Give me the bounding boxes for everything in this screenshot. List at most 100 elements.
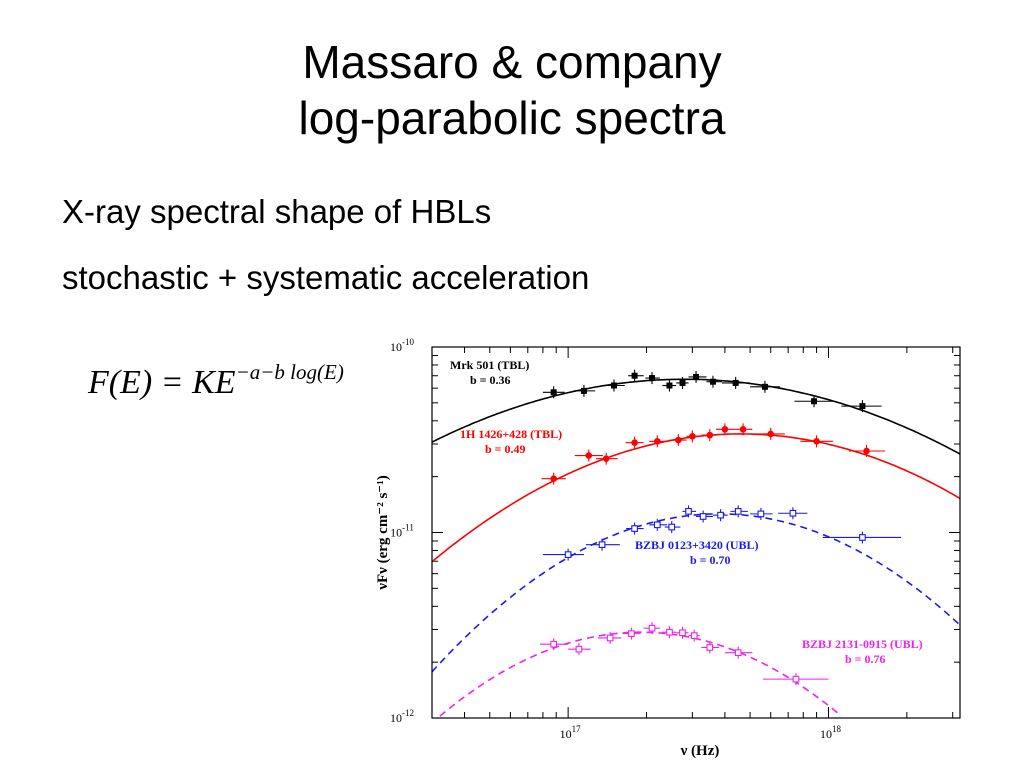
point-marker bbox=[789, 509, 797, 517]
data-point bbox=[822, 531, 902, 544]
data-point bbox=[735, 423, 753, 436]
point-marker bbox=[598, 541, 606, 549]
point-marker bbox=[631, 372, 638, 379]
data-point bbox=[568, 643, 591, 656]
series-label-0: Mrk 501 (TBL) bbox=[450, 358, 529, 372]
data-point bbox=[724, 646, 753, 659]
tick-labels: 1017 1018 10-12 10-11 10-10 bbox=[390, 337, 841, 741]
point-marker bbox=[653, 438, 661, 445]
point-marker bbox=[739, 426, 747, 433]
point-marker bbox=[863, 447, 870, 455]
title-line-2: log-parabolic spectra bbox=[298, 92, 726, 144]
data-point bbox=[686, 430, 698, 443]
point-marker bbox=[668, 523, 676, 531]
point-marker bbox=[550, 389, 557, 396]
point-marker bbox=[690, 632, 698, 639]
series-label-2: BZBJ 0123+3420 (UBL) bbox=[635, 538, 759, 552]
data-point bbox=[688, 629, 700, 642]
data-point bbox=[597, 631, 622, 644]
data-point bbox=[541, 472, 566, 485]
point-marker bbox=[706, 431, 714, 439]
point-marker bbox=[699, 513, 707, 520]
data-point bbox=[649, 518, 668, 531]
data-point bbox=[596, 452, 618, 465]
plot-frame bbox=[431, 346, 961, 719]
point-marker bbox=[610, 382, 617, 389]
data-point bbox=[628, 369, 644, 382]
data-point bbox=[662, 626, 677, 639]
data-point bbox=[750, 380, 780, 393]
formula-lhs: F(E) = KE bbox=[88, 364, 236, 401]
data-point bbox=[574, 449, 603, 462]
data-point bbox=[649, 435, 665, 448]
point-marker bbox=[666, 628, 673, 636]
data-point bbox=[712, 509, 728, 522]
data-point bbox=[754, 427, 785, 440]
x-tick-label: 1018 bbox=[820, 724, 842, 741]
data-point bbox=[626, 522, 644, 535]
point-marker bbox=[706, 644, 714, 651]
data-point bbox=[688, 370, 707, 383]
model-curve-2 bbox=[431, 513, 961, 673]
point-marker bbox=[606, 634, 614, 642]
point-marker bbox=[575, 645, 583, 653]
data-point bbox=[540, 638, 569, 651]
data-point bbox=[730, 505, 748, 518]
point-marker bbox=[734, 508, 742, 515]
data-point bbox=[701, 429, 717, 442]
data-point bbox=[701, 641, 720, 654]
y-axis-label: νFν (erg cm⁻² s⁻¹) bbox=[375, 475, 391, 590]
point-marker bbox=[675, 436, 682, 444]
data-point bbox=[750, 507, 773, 520]
data-point bbox=[762, 673, 829, 686]
point-marker bbox=[689, 433, 696, 440]
slide-title: Massaro & company log-parabolic spectra bbox=[0, 34, 1024, 146]
data-point bbox=[645, 372, 660, 385]
point-marker bbox=[685, 508, 692, 515]
point-marker bbox=[811, 398, 818, 405]
data-point bbox=[778, 507, 808, 520]
point-marker bbox=[761, 383, 768, 390]
data-point bbox=[585, 538, 620, 551]
point-marker bbox=[859, 534, 866, 541]
point-marker bbox=[767, 430, 775, 438]
point-marker bbox=[709, 378, 716, 385]
point-marker bbox=[792, 675, 800, 683]
point-marker bbox=[721, 426, 729, 433]
point-marker bbox=[628, 630, 635, 637]
y-tick-label: 10-11 bbox=[390, 523, 414, 540]
point-marker bbox=[734, 649, 742, 657]
point-marker bbox=[564, 551, 572, 558]
series-label-3: BZBJ 2131-0915 (UBL) bbox=[802, 637, 923, 651]
series-label-1: 1H 1426+428 (TBL) bbox=[460, 427, 562, 441]
data-point bbox=[722, 376, 751, 389]
y-tick-label: 10-12 bbox=[390, 708, 414, 725]
series-b-label-1: b = 0.49 bbox=[485, 442, 526, 456]
point-marker bbox=[631, 439, 638, 446]
data-point bbox=[682, 505, 697, 518]
data-point bbox=[800, 435, 833, 448]
point-marker bbox=[813, 438, 820, 445]
data-points bbox=[540, 369, 902, 686]
point-marker bbox=[649, 375, 656, 382]
data-point bbox=[622, 627, 641, 640]
data-point bbox=[676, 626, 689, 639]
x-axis-label: ν (Hz) bbox=[680, 743, 720, 759]
data-point bbox=[542, 548, 584, 561]
point-marker bbox=[693, 373, 700, 380]
point-marker bbox=[580, 387, 587, 394]
bullet-acceleration: stochastic + systematic acceleration bbox=[62, 259, 590, 296]
data-point bbox=[643, 622, 660, 635]
point-marker bbox=[732, 379, 739, 386]
model-curve-3 bbox=[439, 631, 842, 717]
y-tick-label: 10-10 bbox=[390, 337, 414, 354]
point-marker bbox=[666, 382, 673, 389]
data-point bbox=[676, 376, 689, 389]
formula-exponent: −a−b log(E) bbox=[235, 360, 344, 384]
point-marker bbox=[602, 455, 610, 462]
data-point bbox=[706, 375, 723, 388]
point-marker bbox=[679, 379, 686, 386]
data-point bbox=[794, 395, 835, 408]
